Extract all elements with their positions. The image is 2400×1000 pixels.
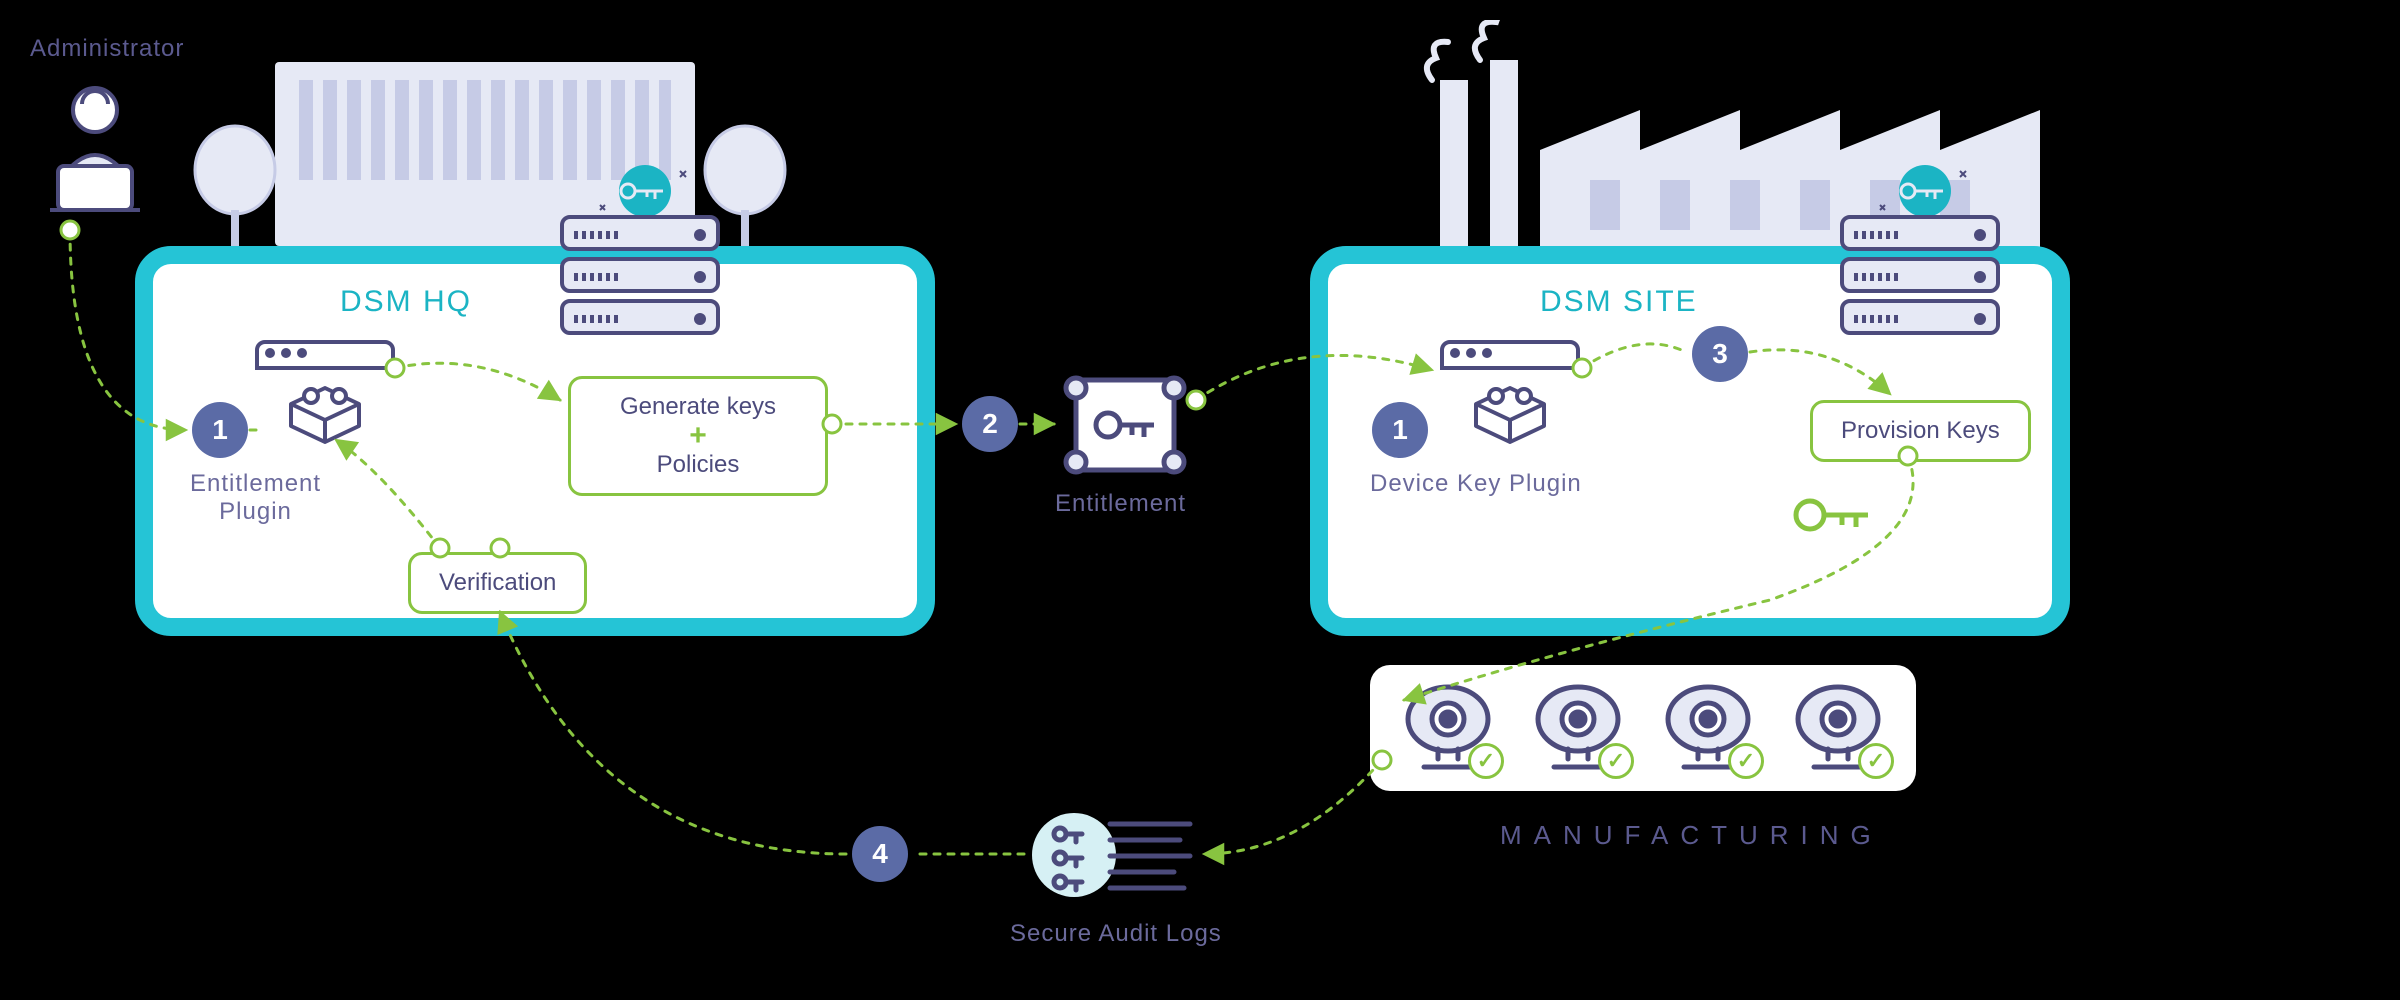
step-badge-3: 3 [1692,326,1748,382]
dsm-site-title: DSM SITE [1540,285,1698,319]
plus-icon: + [599,421,797,451]
device-key-plugin-label: Device Key Plugin [1370,470,1582,498]
device-key-plugin-icon [1440,340,1580,370]
entitlement-plugin-icon [255,340,395,370]
generate-keys-box: Generate keys + Policies [568,376,828,496]
device-icon: ✓ [1788,683,1888,773]
administrator-icon [30,80,160,220]
device-icon: ✓ [1658,683,1758,773]
tree-icon [190,120,280,260]
secure-audit-logs-label: Secure Audit Logs [1010,920,1222,948]
administrator-label: Administrator [30,35,184,63]
server-stack-site-icon [1840,215,2000,341]
policies-text: Policies [599,451,797,479]
generate-keys-text: Generate keys [599,393,797,421]
diagram-canvas: DSM HQ DSM SITE Administrator [0,0,2400,1000]
entitlement-label: Entitlement [1055,490,1186,518]
manufacturing-strip: ✓ ✓ ✓ ✓ [1370,665,1916,791]
entitlement-plugin-label: Entitlement Plugin [190,470,321,526]
provision-keys-box: Provision Keys [1810,400,2031,462]
manufacturing-label: MANUFACTURING [1500,820,1883,851]
step-badge-1-hq: 1 [192,402,248,458]
dsm-hq-title: DSM HQ [340,285,472,319]
audit-logs-icon [1030,800,1200,910]
step-badge-1-site: 1 [1372,402,1428,458]
step-badge-4: 4 [852,826,908,882]
key-icon [1790,490,1880,540]
verification-box: Verification [408,552,587,614]
device-icon: ✓ [1528,683,1628,773]
device-icon: ✓ [1398,683,1498,773]
step-badge-2: 2 [962,396,1018,452]
entitlement-scroll-icon [1060,370,1190,480]
server-stack-hq-icon [560,215,720,341]
